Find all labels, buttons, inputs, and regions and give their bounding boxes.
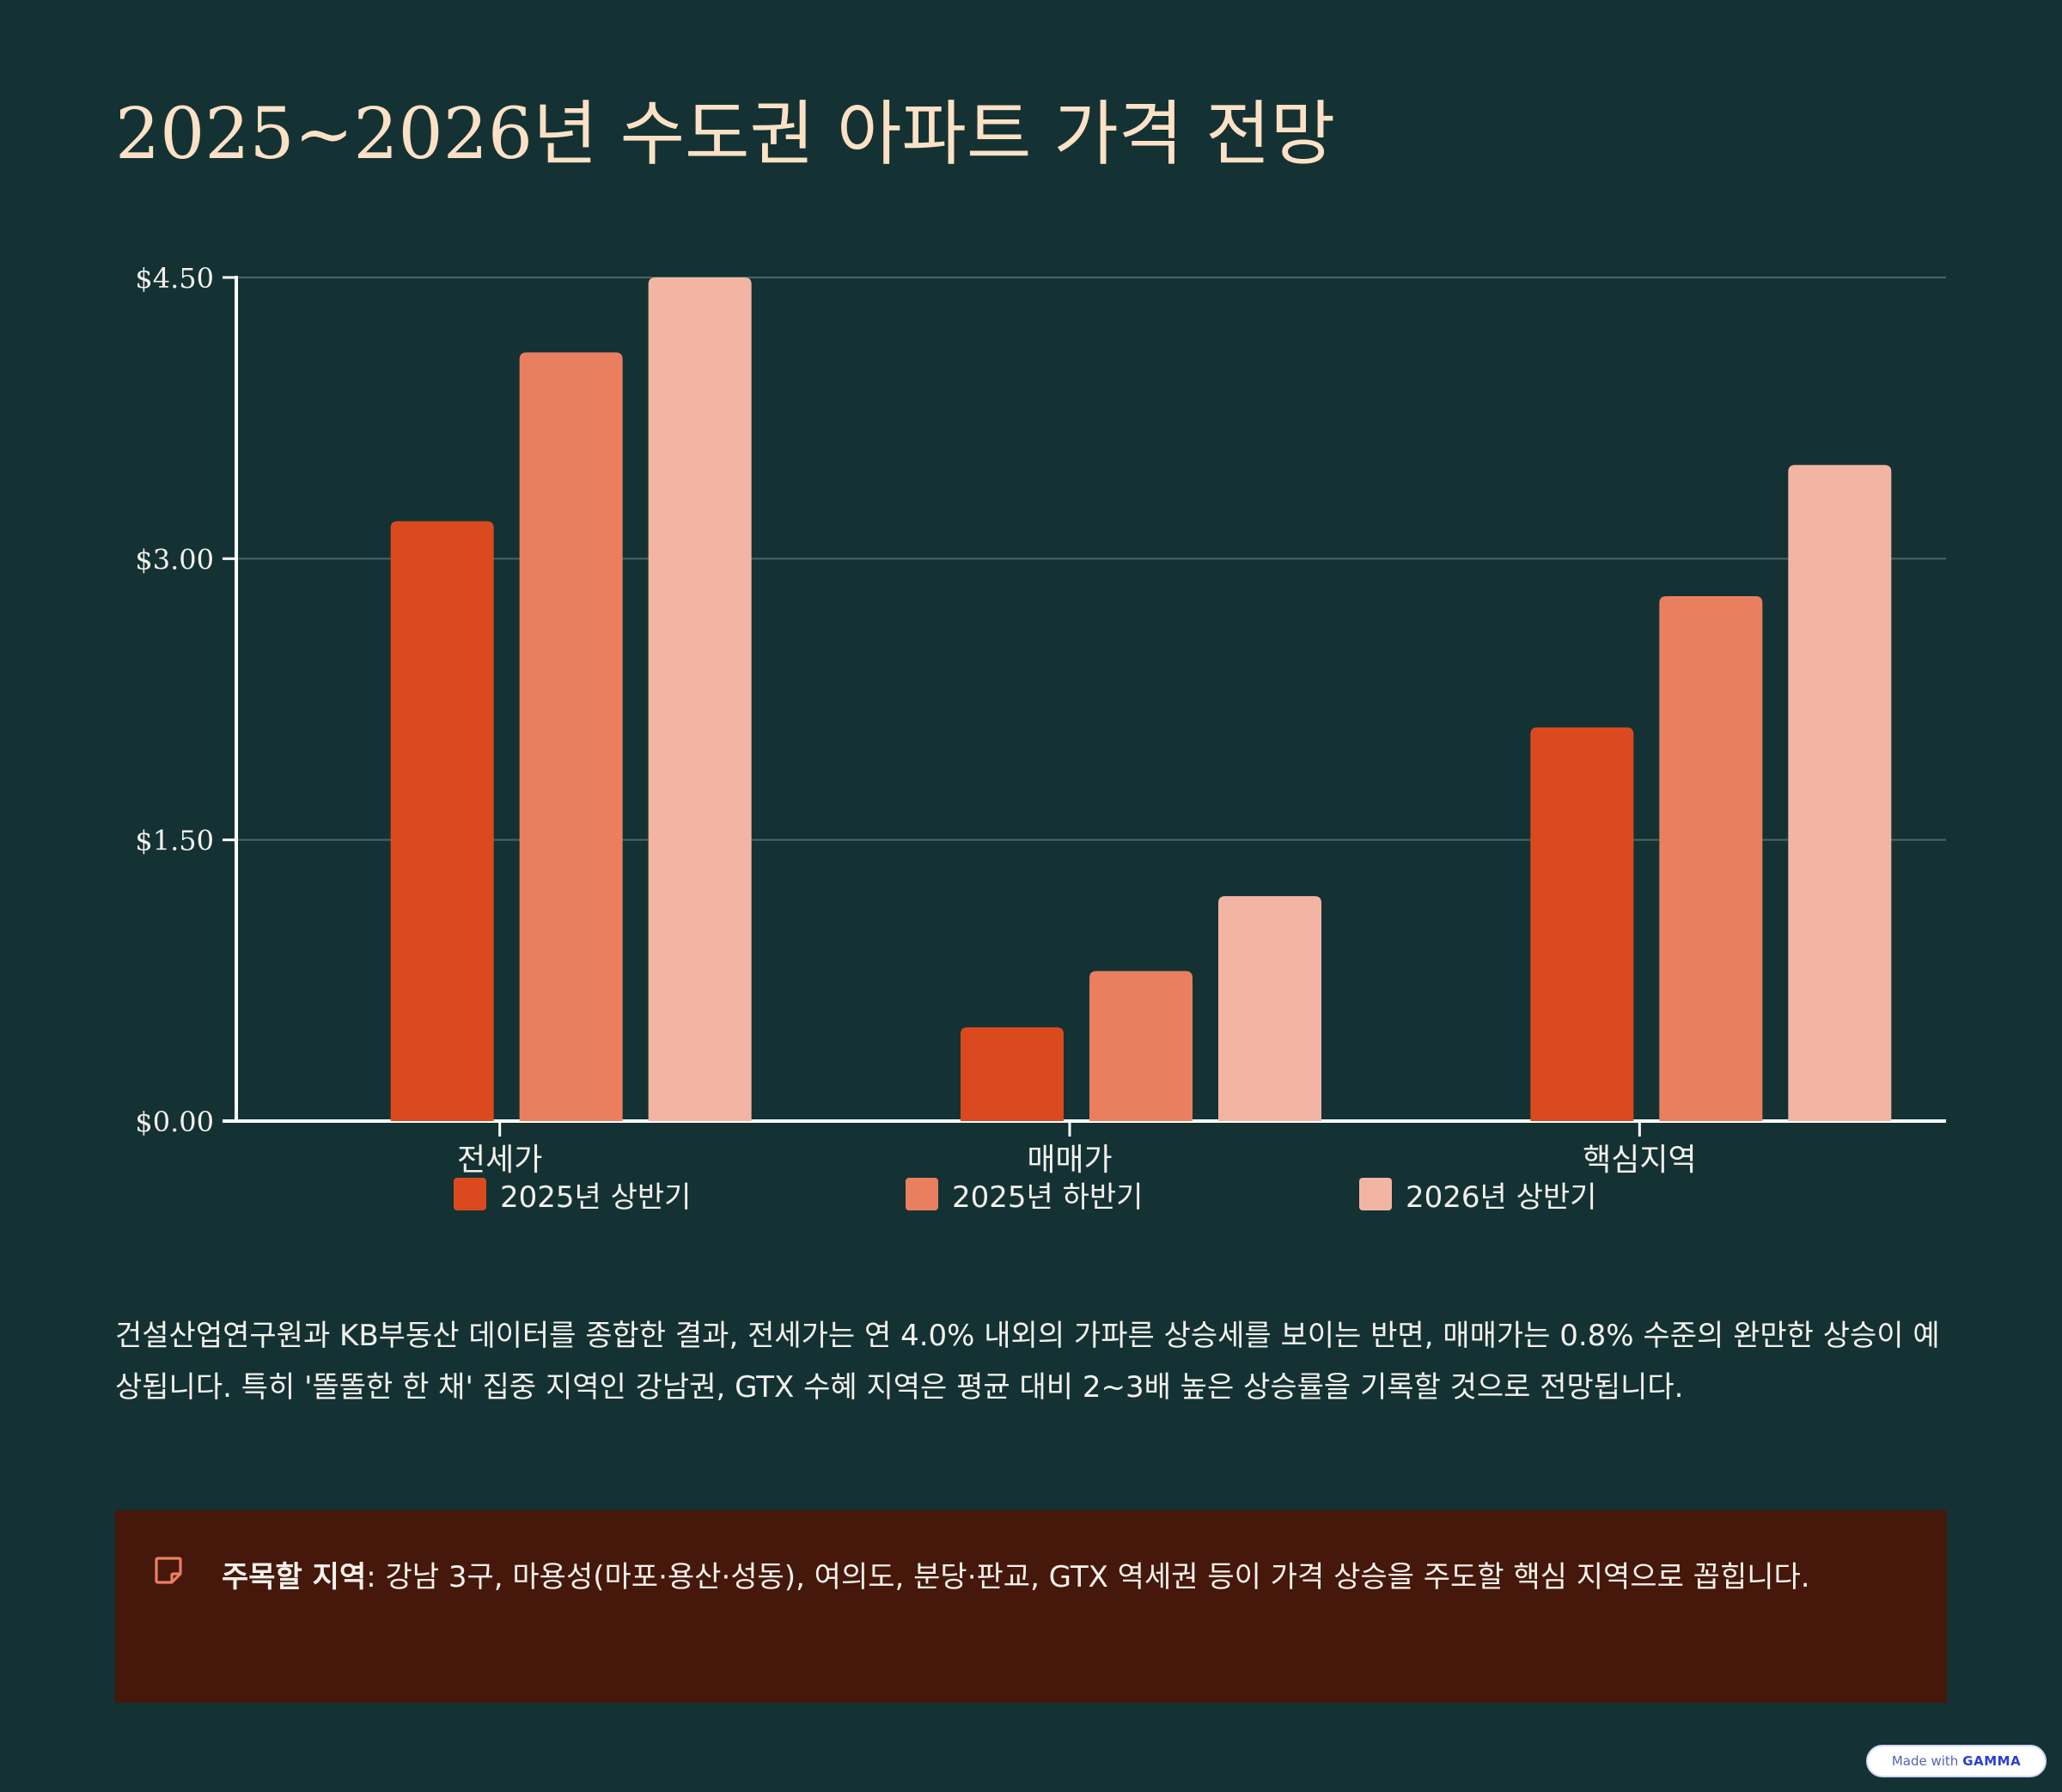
page-title: 2025~2026년 수도권 아파트 가격 전망 (115, 94, 1336, 175)
made-with-gamma-badge[interactable]: Made with GAMMA (1866, 1745, 2047, 1777)
bar-3-2 (1218, 896, 1321, 1121)
bar-3-1 (648, 277, 752, 1121)
legend-swatch (454, 1178, 486, 1210)
bar-1-1 (390, 521, 494, 1121)
legend-label: 2026년 상반기 (1406, 1179, 1597, 1215)
chart-legend: 2025년 상반기 2025년 하반기 2026년 상반기 (0, 1173, 2062, 1216)
bar-2-2 (1089, 971, 1193, 1121)
y-tick-label: $0.00 (135, 1106, 214, 1138)
bar-2-1 (519, 352, 623, 1121)
legend-label: 2025년 상반기 (500, 1179, 692, 1215)
bar-1-2 (961, 1027, 1064, 1121)
badge-prefix: Made with (1891, 1753, 1959, 1769)
bar-chart: $0.00 $1.50 $3.00 $4.50 전세가 매매가 핵심지역 (135, 262, 1946, 1178)
legend-swatch (906, 1178, 938, 1210)
y-tick-label: $3.00 (135, 543, 214, 576)
description-text: 건설산업연구원과 KB부동산 데이터를 종합한 결과, 전세가는 연 4.0% … (115, 1319, 1940, 1405)
bar-1-3 (1530, 727, 1634, 1121)
gamma-logo: GAMMA (1962, 1753, 2022, 1769)
callout-label: 주목할 지역 (222, 1560, 367, 1594)
y-tick-label: $4.50 (135, 262, 214, 295)
callout-box: 주목할 지역: 강남 3구, 마용성(마포·용산·성동), 여의도, 분당·판교… (115, 1510, 1947, 1703)
x-category-label: 핵심지역 (1583, 1143, 1696, 1178)
legend-label: 2025년 하반기 (952, 1179, 1144, 1215)
legend-item: 2025년 상반기 (454, 1173, 691, 1216)
bar-3-3 (1788, 465, 1892, 1121)
x-category-label: 전세가 (457, 1143, 542, 1178)
legend-swatch (1359, 1178, 1392, 1210)
bar-2-3 (1659, 595, 1763, 1121)
x-category-label: 매매가 (1027, 1143, 1112, 1178)
callout-body: : 강남 3구, 마용성(마포·용산·성동), 여의도, 분당·판교, GTX … (366, 1560, 1810, 1594)
legend-item: 2026년 상반기 (1359, 1173, 1596, 1216)
callout-text: 주목할 지역: 강남 3구, 마용성(마포·용산·성동), 여의도, 분당·판교… (222, 1551, 1923, 1603)
legend-item: 2025년 하반기 (906, 1173, 1143, 1216)
y-tick-label: $1.50 (135, 825, 214, 857)
note-icon (155, 1557, 182, 1584)
